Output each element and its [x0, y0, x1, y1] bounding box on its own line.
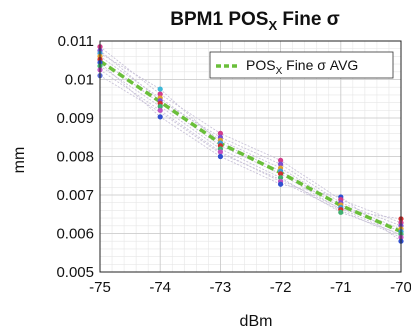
y-tick-label: 0.011	[58, 33, 94, 50]
y-tick-label: 0.007	[56, 187, 94, 204]
y-tick-labels: 0.005 0.006 0.007 0.008 0.009 0.01 0.011	[56, 33, 94, 281]
title-subscript: X	[268, 18, 277, 33]
x-tick-label: -70	[390, 279, 411, 296]
data-point	[278, 171, 284, 177]
y-tick-label: 0.006	[56, 226, 94, 243]
data-point	[157, 103, 163, 110]
data-point	[278, 161, 284, 167]
x-axis-label: dBm	[240, 313, 273, 330]
y-axis-label: mm	[11, 147, 28, 174]
data-point	[278, 157, 284, 163]
legend: POSX Fine σ AVG	[209, 51, 394, 79]
y-tick-label: 0.01	[65, 72, 94, 89]
legend-suffix: Fine σ AVG	[282, 57, 358, 73]
legend-name: POS	[246, 57, 276, 73]
title-main: BPM1 POS	[170, 9, 268, 30]
x-tick-label: -73	[210, 279, 232, 296]
y-tick-label: 0.005	[56, 264, 94, 281]
background-trace	[99, 75, 402, 236]
data-point	[157, 107, 163, 113]
y-tick-label: 0.009	[56, 110, 94, 127]
data-point	[278, 175, 284, 181]
data-point	[157, 91, 163, 97]
x-tick-label: -75	[89, 279, 111, 296]
avg-series-line	[99, 59, 402, 234]
plot-frame	[99, 40, 402, 273]
background-trace	[99, 65, 402, 235]
scatter-points	[97, 44, 404, 244]
background-trace	[99, 46, 402, 224]
x-tick-label: -71	[330, 279, 352, 296]
chart-title: BPM1 POSX Fine σ	[170, 9, 340, 33]
title-suffix: Fine σ	[277, 9, 340, 30]
legend-box	[209, 51, 394, 79]
y-tick-label: 0.008	[56, 149, 94, 166]
legend-subscript: X	[276, 66, 283, 77]
data-point	[157, 86, 163, 92]
x-tick-label: -74	[149, 279, 171, 296]
data-point	[217, 153, 223, 160]
data-point	[278, 181, 284, 187]
legend-label: POSX Fine σ AVG	[246, 57, 358, 77]
data-point	[338, 209, 344, 215]
data-point	[157, 114, 163, 120]
data-point	[217, 130, 223, 136]
x-tick-label: -72	[270, 279, 292, 296]
data-point	[217, 149, 223, 155]
avg-series	[99, 59, 402, 234]
x-tick-labels: -75 -74 -73 -72 -71 -70	[89, 279, 411, 296]
background-trace	[99, 62, 402, 242]
